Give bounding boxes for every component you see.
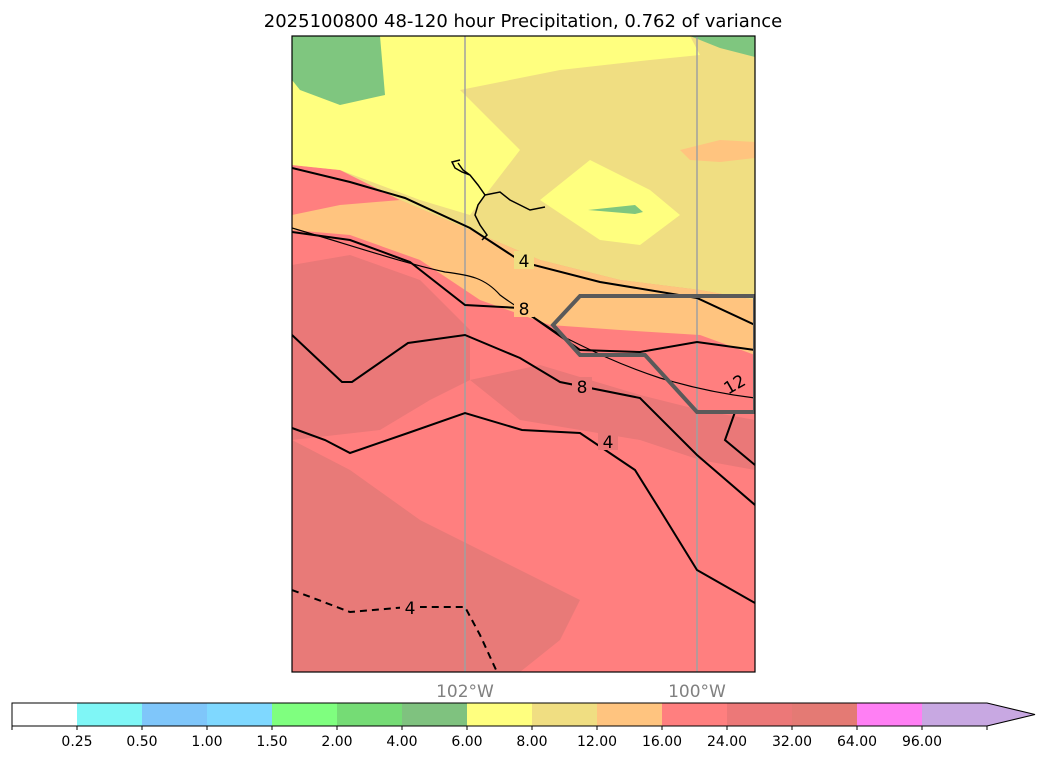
- contour-line: [292, 411, 755, 604]
- colorbar-tick-label: 4.00: [386, 734, 417, 750]
- contour-label-bg: [514, 299, 534, 317]
- precip-band-4-6: [292, 36, 385, 105]
- contour-label: 4: [519, 252, 530, 272]
- precip-band-24-32: [292, 255, 470, 440]
- map-panel: 4 8 8 4 12 4: [292, 36, 755, 672]
- figure-title: 2025100800 48-120 hour Precipitation, 0.…: [264, 11, 782, 32]
- precip-band-4-6: [690, 36, 755, 57]
- colorbar-tick-label: 1.00: [191, 734, 222, 750]
- contour-label: 4: [405, 599, 416, 619]
- colorbar-tick-label: 1.50: [256, 734, 287, 750]
- precip-band-12-16: [680, 140, 755, 162]
- longitude-label-100w: 100°W: [668, 682, 726, 702]
- contour-label-bg: [598, 432, 618, 450]
- colorbar-segment: [272, 703, 338, 726]
- colorbar-tick-label: 96.00: [902, 734, 942, 750]
- colorbar-segment: [207, 703, 273, 726]
- colorbar-segment: [12, 703, 78, 726]
- colorbar-tick-label: 12.00: [577, 734, 617, 750]
- contour-label-bg: [572, 377, 592, 395]
- precip-band-4-6: [588, 205, 643, 214]
- colorbar-segment: [922, 703, 988, 726]
- contour-line: [292, 333, 755, 506]
- colorbar-segment: [662, 703, 728, 726]
- colorbar-tick-label: 32.00: [772, 734, 812, 750]
- contour-label: 8: [519, 300, 530, 320]
- precip-band-24-32: [292, 440, 580, 672]
- longitude-label-102w: 102°W: [436, 682, 494, 702]
- precip-band-6-8: [540, 160, 680, 245]
- colorbar-tick-label: 0.50: [126, 734, 157, 750]
- colorbar-segment: [597, 703, 663, 726]
- colorbar-outline: [11, 702, 1036, 727]
- colorbar-segment: [77, 703, 143, 726]
- colorbar-tick-label: 8.00: [516, 734, 547, 750]
- contour-label: 4: [603, 433, 614, 453]
- colorbar-tick-label: 64.00: [837, 734, 877, 750]
- colorbar-extend-arrow: [987, 703, 1035, 726]
- colorbar-tick-label: 0.25: [61, 734, 92, 750]
- colorbar-tick-label: 6.00: [451, 734, 482, 750]
- colorbar-segment: [532, 703, 598, 726]
- lake-outline: [450, 159, 546, 241]
- map-frame: [291, 35, 756, 673]
- colorbar-segment: [142, 703, 208, 726]
- contour-label-bg: [400, 598, 420, 616]
- contour-line-dashed: [292, 589, 498, 672]
- colorbar-tick-label: 2.00: [321, 734, 352, 750]
- colorbar-tick-label: 24.00: [707, 734, 747, 750]
- precip-band-24-32: [470, 365, 755, 470]
- contour-label-bg: [514, 251, 534, 269]
- colorbar-tick-label: 16.00: [642, 734, 682, 750]
- precip-band-6-8: [292, 36, 700, 215]
- colorbar-segment: [402, 703, 468, 726]
- colorbar-segment: [792, 703, 858, 726]
- precip-band-12-16: [292, 200, 755, 355]
- colorbar: 0.25 0.50 1.00 1.50 2.00 4.00 6.00 8.00 12.00 16.…: [11, 702, 1036, 750]
- colorbar-segment: [337, 703, 403, 726]
- region-outline: [550, 294, 755, 414]
- contour-label: 8: [577, 378, 588, 398]
- colorbar-segment: [857, 703, 923, 726]
- colorbar-segment: [727, 703, 793, 726]
- colorbar-segment: [467, 703, 533, 726]
